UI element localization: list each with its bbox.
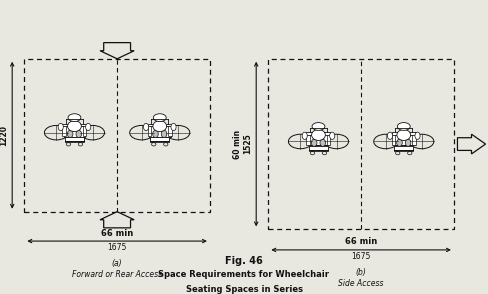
Text: 66 min: 66 min (101, 228, 133, 238)
Text: 60 min
1525: 60 min 1525 (233, 129, 252, 159)
Text: 48 min
1220: 48 min 1220 (0, 121, 8, 150)
Ellipse shape (143, 123, 149, 131)
Ellipse shape (312, 130, 325, 141)
Ellipse shape (67, 130, 73, 138)
Ellipse shape (76, 130, 81, 138)
Bar (306, 135, 310, 145)
Bar (83, 126, 86, 136)
Bar (62, 126, 66, 136)
Text: 1675: 1675 (351, 252, 371, 261)
Text: 1675: 1675 (107, 243, 127, 253)
Text: (b): (b) (356, 268, 366, 277)
Bar (306, 132, 330, 135)
Ellipse shape (153, 121, 166, 132)
Ellipse shape (161, 130, 167, 138)
Circle shape (397, 123, 410, 130)
Ellipse shape (68, 121, 81, 132)
Ellipse shape (85, 123, 91, 131)
Bar (392, 135, 395, 145)
PathPatch shape (100, 212, 134, 228)
Bar (327, 135, 330, 145)
Bar (268, 59, 454, 229)
Bar (149, 126, 170, 136)
PathPatch shape (457, 134, 486, 154)
Bar (148, 123, 172, 126)
Bar (309, 146, 328, 151)
Text: (a): (a) (112, 259, 122, 268)
Ellipse shape (302, 132, 307, 139)
Bar (168, 126, 172, 136)
Bar (392, 132, 416, 135)
Text: Forward or Rear Access: Forward or Rear Access (72, 270, 162, 280)
Ellipse shape (329, 132, 335, 139)
Bar (24, 59, 210, 212)
Ellipse shape (397, 139, 402, 146)
Text: Fig. 46: Fig. 46 (225, 256, 263, 266)
Bar (64, 126, 85, 136)
Bar (308, 134, 329, 145)
Circle shape (312, 123, 325, 130)
Circle shape (153, 114, 166, 121)
Ellipse shape (153, 130, 158, 138)
Text: Seating Spaces in Series: Seating Spaces in Series (185, 285, 303, 294)
Ellipse shape (171, 123, 176, 131)
Circle shape (68, 114, 81, 121)
Bar (62, 123, 86, 126)
Ellipse shape (415, 132, 420, 139)
Bar (394, 146, 413, 151)
Ellipse shape (405, 139, 411, 146)
Ellipse shape (397, 130, 410, 141)
Ellipse shape (387, 132, 393, 139)
Bar (148, 126, 151, 136)
PathPatch shape (100, 43, 134, 59)
Bar (65, 137, 84, 143)
Bar (393, 134, 414, 145)
Ellipse shape (311, 139, 317, 146)
Ellipse shape (58, 123, 63, 131)
Text: Space Requirements for Wheelchair: Space Requirements for Wheelchair (159, 270, 329, 280)
Bar (412, 135, 416, 145)
Text: Side Access: Side Access (338, 279, 384, 288)
Ellipse shape (320, 139, 325, 146)
Bar (150, 137, 169, 143)
Text: 66 min: 66 min (345, 237, 377, 246)
